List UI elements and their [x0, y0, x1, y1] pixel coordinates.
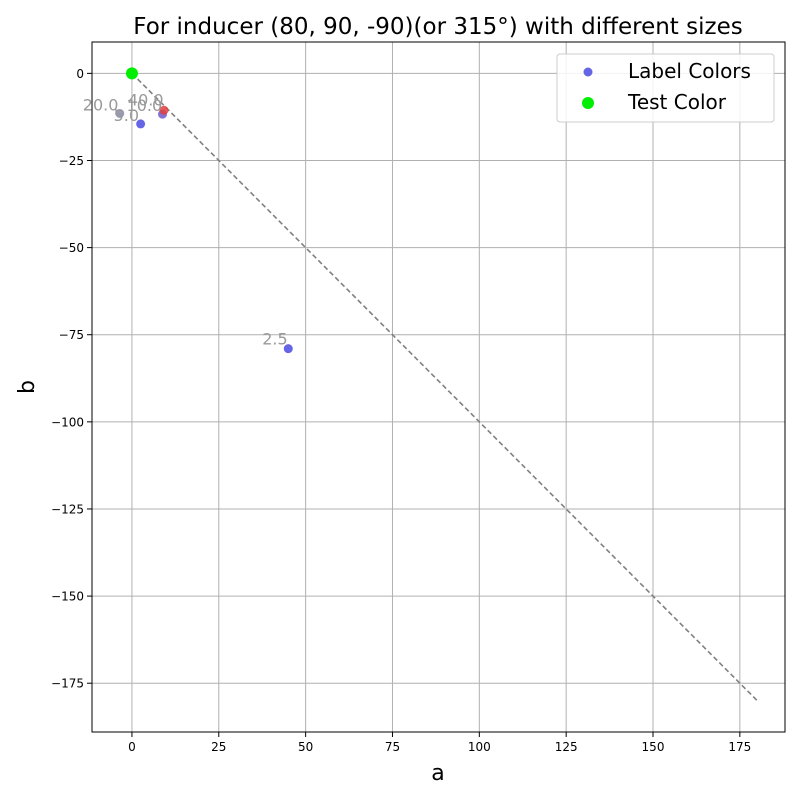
x-tick-label: 25	[211, 740, 226, 754]
legend-label-test-color: Test Color	[627, 90, 727, 114]
y-tick-label: −150	[51, 590, 84, 604]
plot-frame	[91, 41, 786, 733]
legend-label-label-colors: Label Colors	[628, 59, 751, 83]
x-tick-label: 125	[555, 740, 578, 754]
y-tick-label: −25	[59, 154, 84, 168]
point-size-label: 20.0	[83, 95, 119, 114]
y-tick-label: −75	[59, 328, 84, 342]
y-tick-label: −50	[59, 241, 84, 255]
x-tick-label: 50	[298, 740, 313, 754]
x-tick-label: 75	[385, 740, 400, 754]
test-color-point	[125, 67, 138, 80]
legend-box	[556, 53, 775, 123]
y-axis-label: b	[15, 380, 40, 394]
point-size-label: 5.0	[114, 106, 139, 125]
x-tick-label: 0	[128, 740, 136, 754]
reference-line	[131, 72, 758, 702]
point-size-label: 40.0	[128, 90, 164, 109]
y-tick-label: 0	[76, 67, 84, 81]
label-color-point	[136, 119, 146, 129]
chart-title: For inducer (80, 90, -90)(or 315°) with …	[133, 14, 742, 40]
y-tick-label: −100	[51, 415, 84, 429]
point-size-label: 10.0	[127, 96, 163, 115]
x-tick-label: 150	[642, 740, 665, 754]
legend-marker-test-color	[582, 97, 594, 109]
x-tick-label: 100	[468, 740, 491, 754]
point-size-label: 2.5	[262, 330, 287, 349]
label-color-point	[115, 108, 125, 118]
x-tick-label: 175	[728, 740, 751, 754]
legend-marker-label-colors	[583, 67, 593, 77]
legend: Label Colors Test Color	[556, 53, 775, 123]
x-axis-label: a	[431, 761, 444, 786]
label-color-point	[159, 105, 169, 115]
label-color-point	[283, 344, 293, 354]
y-tick-label: −125	[51, 502, 84, 516]
y-tick-label: −175	[51, 677, 84, 691]
